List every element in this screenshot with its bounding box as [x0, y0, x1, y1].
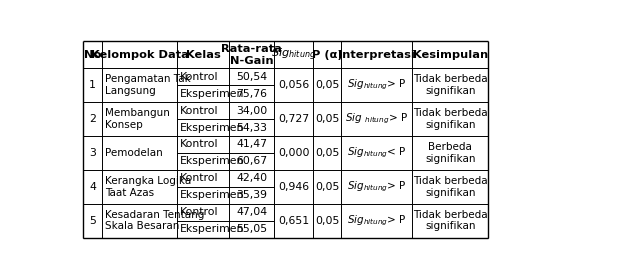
Text: $\mathit{Sig}_{\mathit{hitung}}$> P: $\mathit{Sig}_{\mathit{hitung}}$> P [347, 78, 407, 93]
Text: P (α): P (α) [312, 50, 343, 60]
Text: 34,00: 34,00 [236, 106, 267, 116]
Text: Tidak berbeda
signifikan: Tidak berbeda signifikan [413, 108, 488, 130]
Text: 0,05: 0,05 [315, 114, 340, 124]
Text: 0,946: 0,946 [278, 182, 309, 192]
Text: 0,056: 0,056 [278, 80, 309, 90]
Text: 0,000: 0,000 [278, 148, 309, 158]
Text: 0,05: 0,05 [315, 182, 340, 192]
Text: Rata-rata
N-Gain: Rata-rata N-Gain [221, 44, 282, 66]
Text: Kontrol: Kontrol [180, 207, 218, 217]
Text: Kesimpulan: Kesimpulan [413, 50, 488, 60]
Text: Pengamatan Tak
Langsung: Pengamatan Tak Langsung [105, 75, 190, 96]
Text: $\mathit{Sig}_{\mathit{hitung}}$< P: $\mathit{Sig}_{\mathit{hitung}}$< P [347, 146, 407, 160]
Text: Eksperimen: Eksperimen [180, 156, 244, 166]
Text: Eksperimen: Eksperimen [180, 122, 244, 133]
Text: 42,40: 42,40 [236, 173, 267, 183]
Text: 41,47: 41,47 [236, 139, 267, 150]
Text: Tidak berbeda
signifikan: Tidak berbeda signifikan [413, 176, 488, 198]
Text: Kelas: Kelas [186, 50, 221, 60]
Text: $\mathit{Sig}_{\mathit{hitung}}$> P: $\mathit{Sig}_{\mathit{hitung}}$> P [347, 213, 407, 228]
Text: 55,05: 55,05 [236, 224, 267, 234]
Text: Membangun
Konsep: Membangun Konsep [105, 108, 170, 130]
Text: Kontrol: Kontrol [180, 106, 218, 116]
Text: Kontrol: Kontrol [180, 139, 218, 150]
Text: Kontrol: Kontrol [180, 173, 218, 183]
Text: 54,33: 54,33 [236, 122, 267, 133]
Text: 0,05: 0,05 [315, 148, 340, 158]
Text: $\mathit{Sig}$ $_{\mathit{ hitung}}$> P: $\mathit{Sig}$ $_{\mathit{ hitung}}$> P [345, 112, 409, 126]
Text: 4: 4 [89, 182, 96, 192]
Text: $\mathbf{\mathit{Sig}}_{\mathbf{\mathit{hitung}}}$: $\mathbf{\mathit{Sig}}_{\mathbf{\mathit{… [272, 47, 316, 63]
Text: 75,76: 75,76 [236, 89, 267, 99]
Text: 60,67: 60,67 [236, 156, 267, 166]
Text: Kesadaran Tentang
Skala Besaran: Kesadaran Tentang Skala Besaran [105, 210, 204, 232]
Text: Berbeda
signifikan: Berbeda signifikan [425, 142, 476, 164]
Text: Eksperimen: Eksperimen [180, 89, 244, 99]
Text: 2: 2 [89, 114, 96, 124]
Text: Tidak berbeda
signifikan: Tidak berbeda signifikan [413, 210, 488, 232]
Text: 0,05: 0,05 [315, 216, 340, 226]
Text: 0,05: 0,05 [315, 80, 340, 90]
Text: $\mathit{Sig}_{\mathit{hitung}}$> P: $\mathit{Sig}_{\mathit{hitung}}$> P [347, 179, 407, 194]
Text: 0,727: 0,727 [278, 114, 309, 124]
Text: Kelompok Data: Kelompok Data [91, 50, 188, 60]
Text: Eksperimen: Eksperimen [180, 224, 244, 234]
Text: 1: 1 [89, 80, 96, 90]
Text: 3: 3 [89, 148, 96, 158]
Text: Kerangka Logika
Taat Azas: Kerangka Logika Taat Azas [105, 176, 191, 198]
Text: Interpretasi: Interpretasi [339, 50, 415, 60]
Text: Pemodelan: Pemodelan [105, 148, 162, 158]
Text: No: No [84, 50, 101, 60]
Text: Eksperimen: Eksperimen [180, 190, 244, 200]
Text: 47,04: 47,04 [236, 207, 267, 217]
Text: 5: 5 [89, 216, 96, 226]
Text: Kontrol: Kontrol [180, 72, 218, 82]
Text: Tidak berbeda
signifikan: Tidak berbeda signifikan [413, 75, 488, 96]
Text: 0,651: 0,651 [278, 216, 309, 226]
Text: 35,39: 35,39 [236, 190, 267, 200]
Text: 50,54: 50,54 [236, 72, 267, 82]
